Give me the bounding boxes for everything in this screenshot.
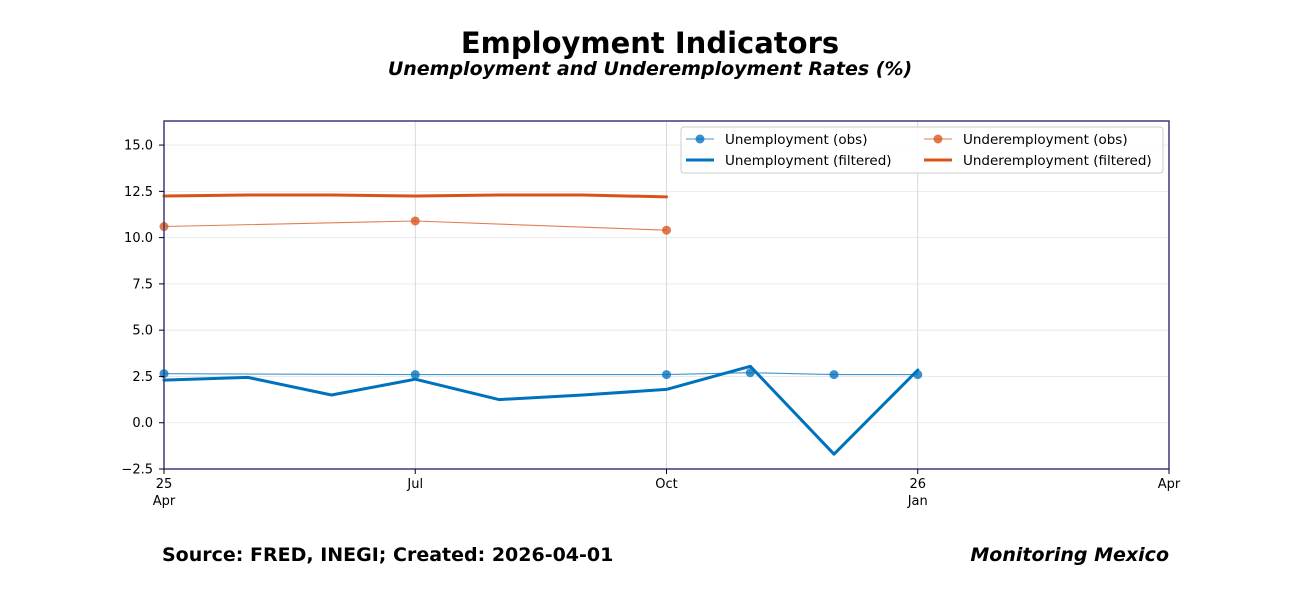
x-tick-label: 25 [156,477,173,492]
y-tick-label: −2.5 [121,463,153,478]
legend-swatch-marker [933,134,943,144]
chart-title: Employment Indicators [460,26,840,60]
x-tick-label: Apr [1158,477,1181,492]
legend-entry-label: Unemployment (filtered) [725,153,892,169]
legend-entry-label: Underemployment (filtered) [963,153,1152,169]
legend-entry-label: Underemployment (obs) [963,132,1128,148]
unemployment-obs-line [163,372,918,376]
unemployment-obs-point [662,370,671,380]
underemployment-filtered-line [162,193,668,199]
x-tick-label: Oct [655,477,677,492]
x-tick-label: 26 [909,477,926,492]
y-tick-label: 10.0 [124,231,153,246]
y-tick-label: 0.0 [132,416,153,431]
y-tick-label: 2.5 [132,370,153,385]
source-note: Source: FRED, INEGI; Created: 2026-04-01 [162,544,614,566]
y-tick-label: 12.5 [124,185,153,200]
legend-swatch-marker [695,134,705,144]
unemployment-filtered-line [162,364,920,456]
x-tick-label: Apr [153,494,176,509]
unemployment-obs-point [410,370,420,380]
x-tick-label: Jul [406,477,423,492]
chart-subtitle: Unemployment and Underemployment Rates (… [387,58,913,80]
underemployment-obs-point [410,216,420,226]
y-tick-label: 7.5 [132,277,153,292]
series-layer [159,193,923,456]
legend: Unemployment (obs) Unemployment (filtered… [680,126,1164,174]
underemployment-obs-point [662,225,671,235]
legend-box [680,126,1164,174]
x-tick-label: Jan [907,494,928,509]
axes: −2.5 0.0 2.5 5.0 7.5 10.0 12.5 15.0 25 Apr Jul Oct 2… [121,139,1180,509]
y-tick-label: 15.0 [124,139,153,154]
unemployment-obs-point [829,370,839,380]
brand-label: Monitoring Mexico [970,544,1169,566]
legend-entry-label: Unemployment (obs) [725,132,867,148]
y-tick-label: 5.0 [132,324,153,339]
